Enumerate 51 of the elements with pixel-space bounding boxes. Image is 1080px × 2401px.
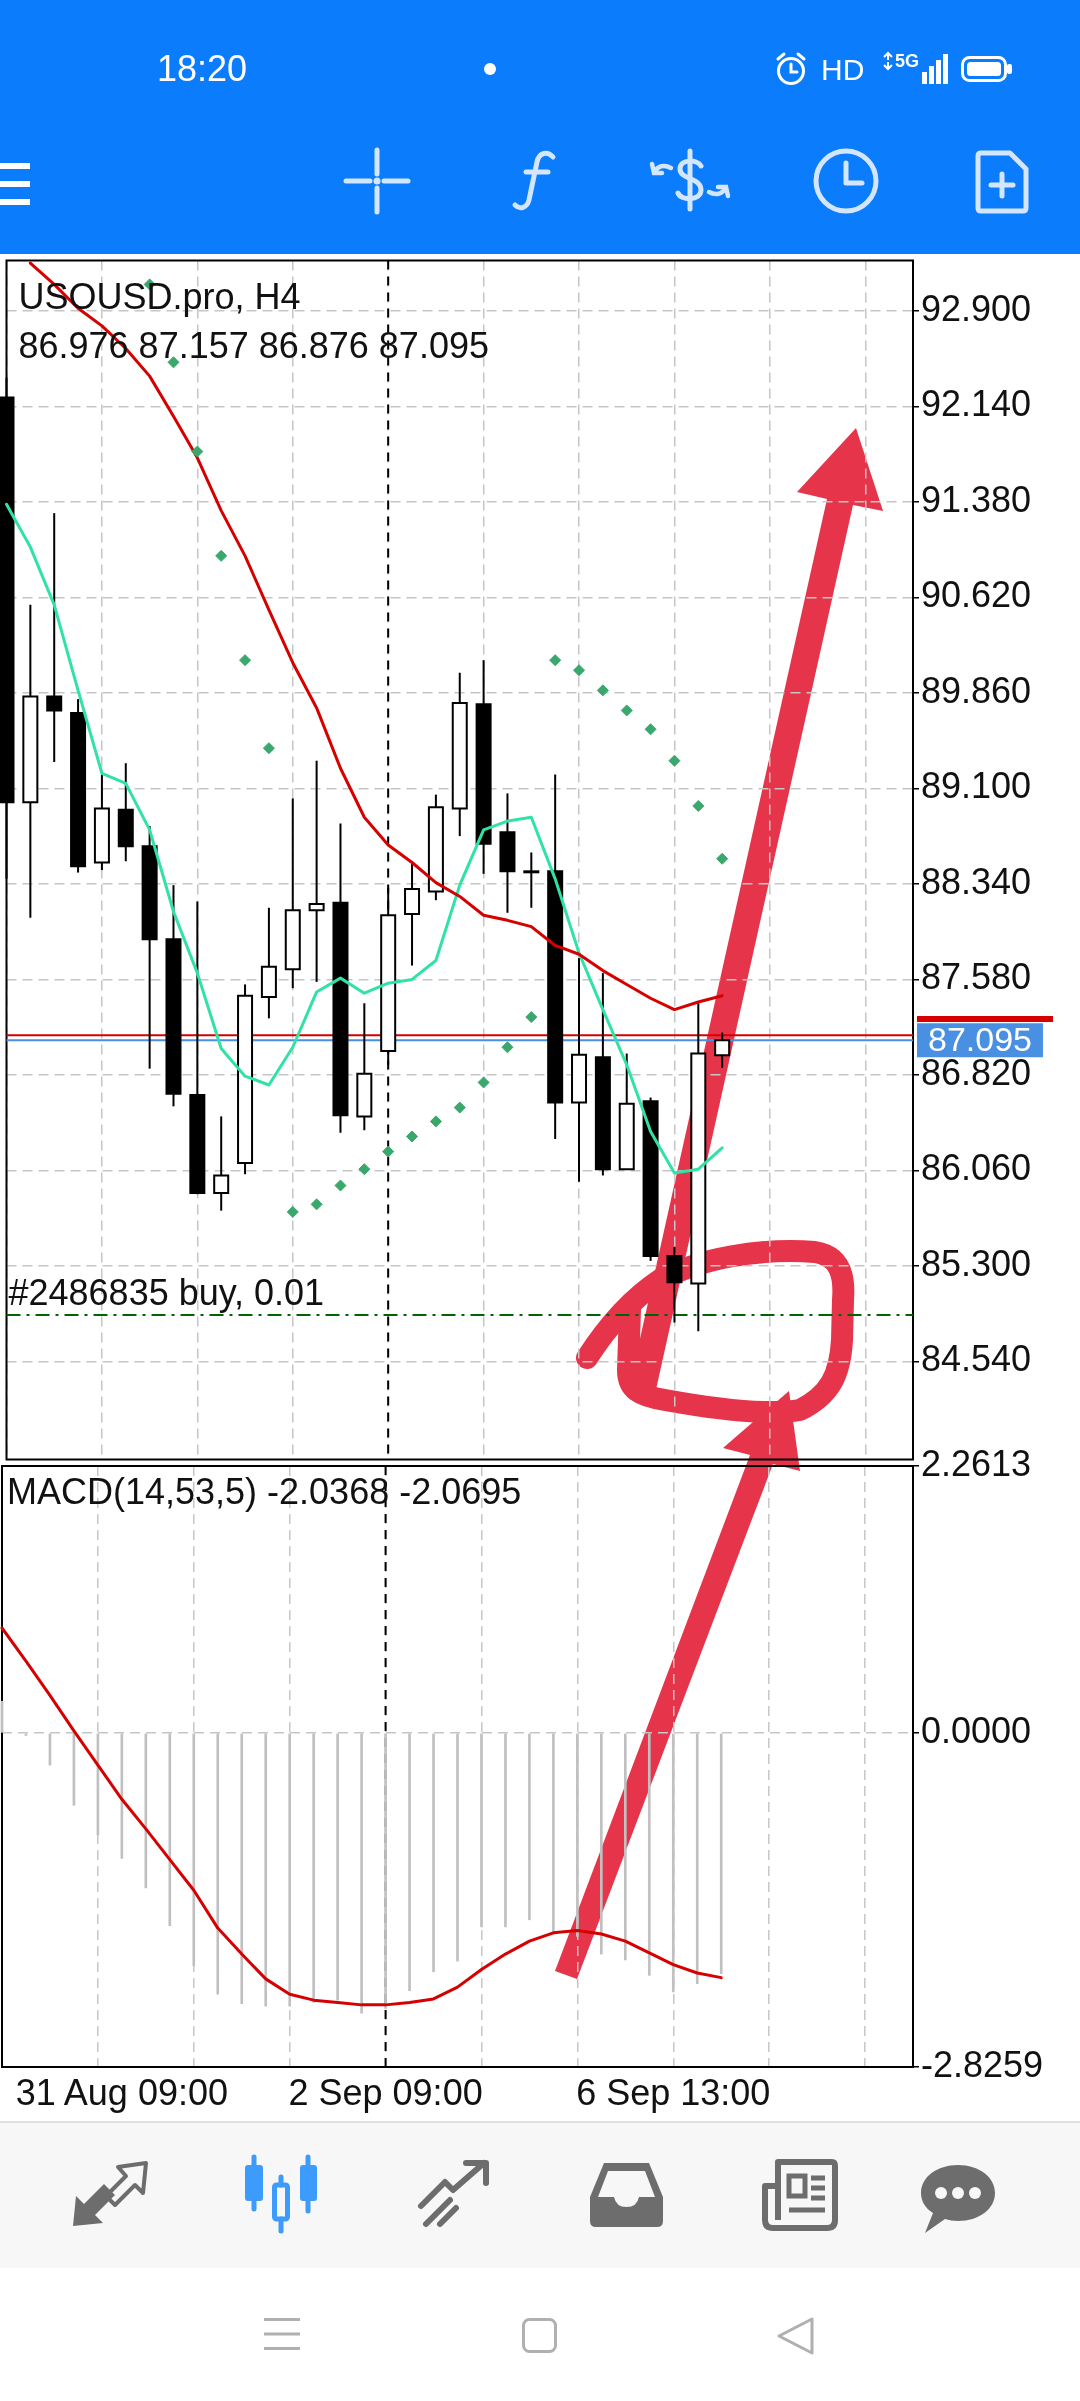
candlestick [308, 759, 325, 983]
text: HD [821, 52, 865, 88]
point [477, 1076, 490, 1089]
y-tick-label: 91.380 [921, 478, 1032, 520]
point [382, 1145, 395, 1158]
text: 18:20 [157, 47, 248, 90]
y-tick-label: 90.620 [921, 574, 1032, 616]
point [262, 742, 275, 755]
point [692, 799, 705, 812]
point [596, 684, 609, 697]
point [215, 549, 228, 562]
x-tick-label: 2 Sep 09:00 [288, 2071, 483, 2113]
point [716, 852, 729, 865]
point [453, 1101, 466, 1114]
text: 5G [895, 50, 920, 72]
point [239, 654, 252, 667]
y-tick-label: 92.140 [921, 383, 1032, 425]
y-tick-label: 85.300 [921, 1242, 1032, 1284]
y-tick-label: 2.2613 [921, 1442, 1032, 1484]
candlestick [213, 1115, 230, 1212]
point [286, 1205, 299, 1218]
point [549, 654, 562, 667]
point [406, 1130, 419, 1143]
point [310, 1198, 323, 1211]
point [501, 1041, 514, 1054]
point [620, 704, 633, 717]
y-tick-label: 84.540 [921, 1338, 1032, 1380]
point [525, 1011, 538, 1024]
point [668, 754, 681, 767]
x-tick-label: 6 Sep 13:00 [576, 2071, 771, 2113]
ref-line-label: #2486835 buy, 0.01 [8, 1271, 325, 1313]
chart-title: MACD(14,53,5) -2.0368 -2.0695 [7, 1470, 522, 1512]
point [358, 1163, 371, 1176]
point [573, 664, 586, 677]
y-tick-label: 0.0000 [921, 1710, 1032, 1752]
candlestick [523, 851, 540, 909]
candlestick [46, 512, 63, 763]
point [429, 1115, 442, 1128]
y-tick-label: 86.060 [921, 1147, 1032, 1189]
y-tick-label: 88.340 [921, 860, 1032, 902]
point [644, 723, 657, 736]
y-tick-label: -2.8259 [921, 2043, 1044, 2085]
point [334, 1179, 347, 1192]
x-tick-label: 31 Aug 09:00 [15, 2071, 228, 2113]
y-tick-label: 92.900 [921, 287, 1032, 329]
candlestick [714, 1031, 731, 1069]
y-tick-label: 89.860 [921, 669, 1032, 711]
text: 86.976 87.157 86.876 87.095 [18, 325, 489, 367]
y-tick-label: 89.100 [921, 765, 1032, 807]
y-tick-label: 87.580 [921, 956, 1032, 998]
point [191, 445, 204, 458]
